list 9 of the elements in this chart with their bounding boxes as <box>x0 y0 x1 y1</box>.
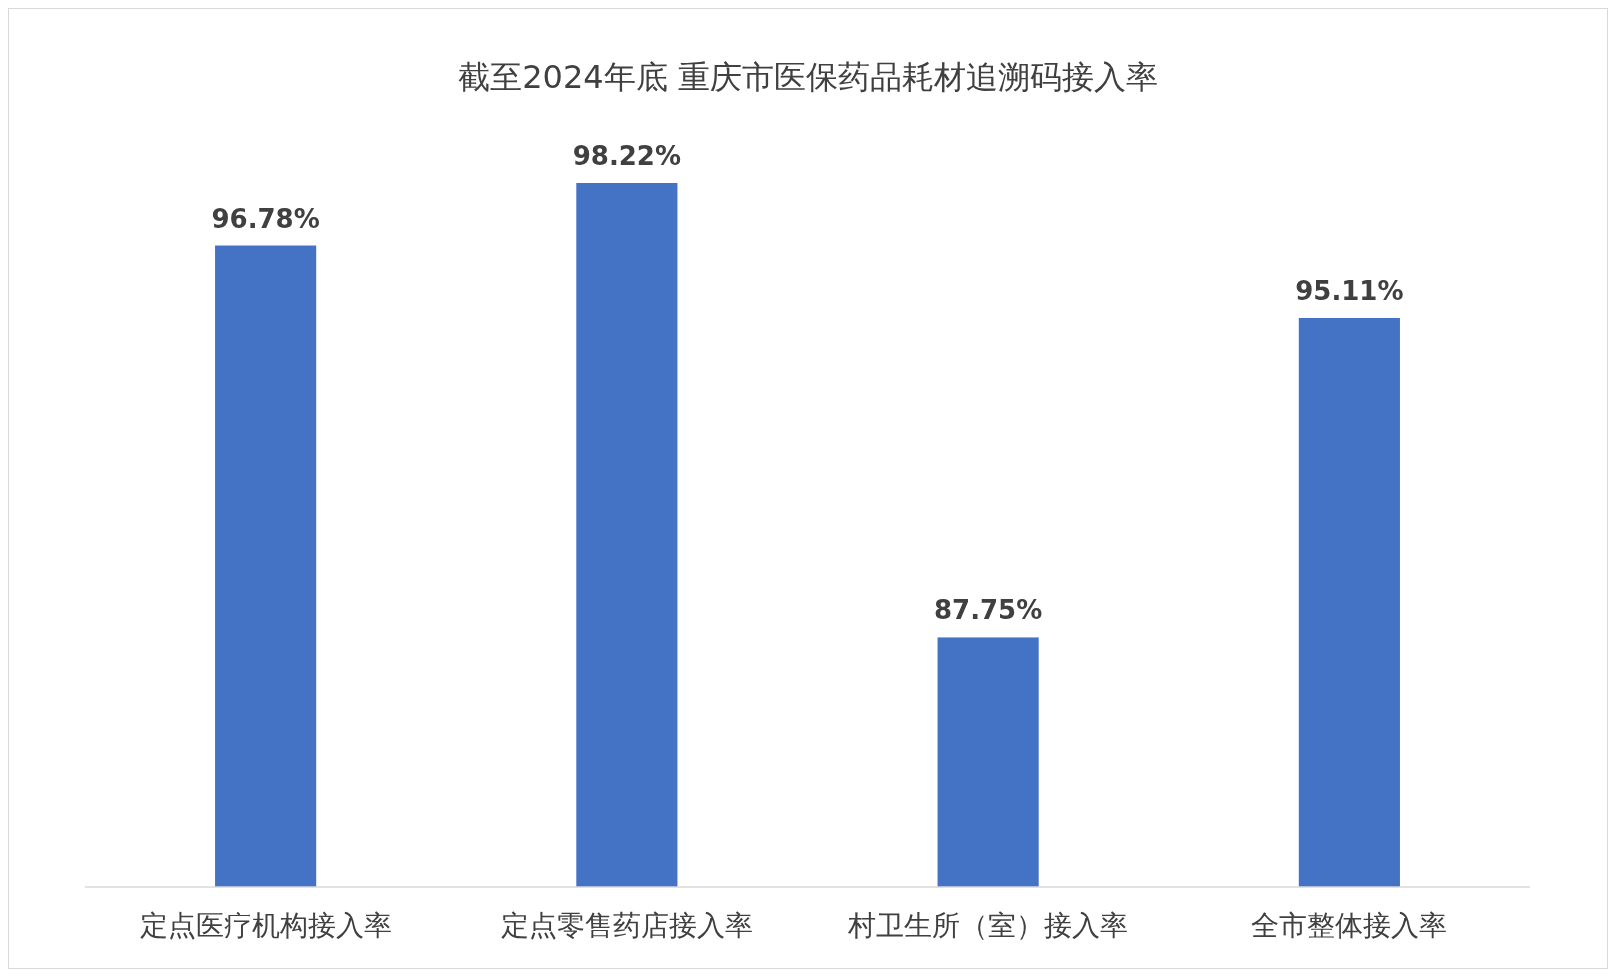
chart-title: 截至2024年底 重庆市医保药品耗材追溯码接入率 <box>458 58 1158 96</box>
x-tick-label: 全市整体接入率 <box>1251 909 1448 942</box>
data-label: 95.11% <box>1295 275 1404 306</box>
x-tick-label: 定点医疗机构接入率 <box>139 909 392 942</box>
data-label: 98.22% <box>572 141 682 171</box>
data-label: 87.75% <box>933 595 1043 626</box>
x-tick-label: 定点零售药店接入率 <box>500 909 753 942</box>
x-tick-label: 村卫生所（室）接入率 <box>847 909 1129 942</box>
data-label: 96.78% <box>211 203 320 234</box>
